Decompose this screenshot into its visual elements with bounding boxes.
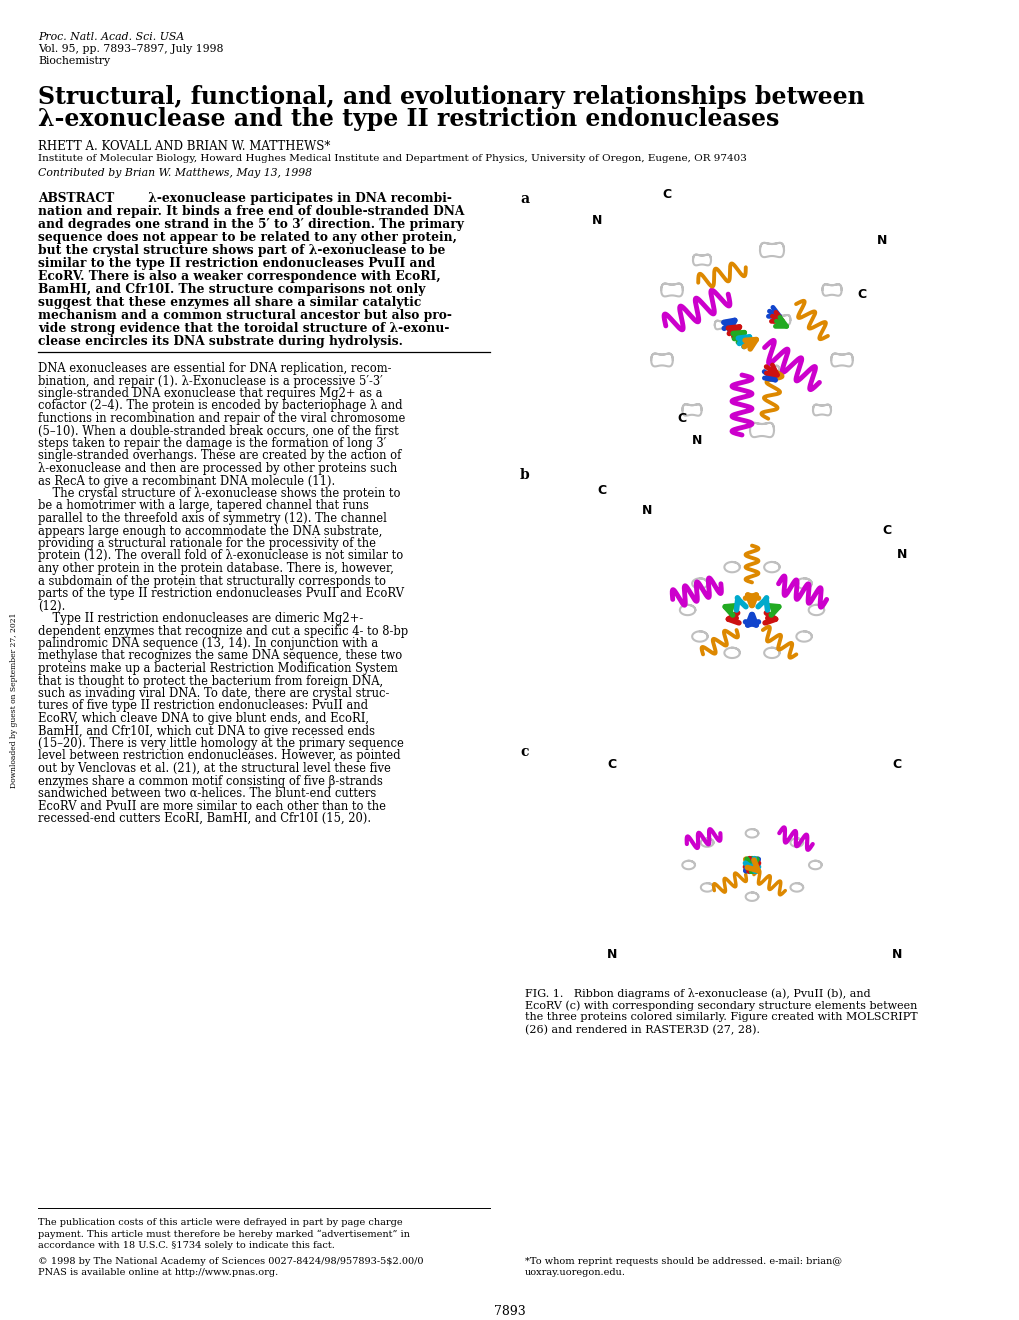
Text: DNA exonucleases are essential for DNA replication, recom-: DNA exonucleases are essential for DNA r… <box>38 362 391 375</box>
Text: that is thought to protect the bacterium from foreign DNA,: that is thought to protect the bacterium… <box>38 675 383 688</box>
Text: © 1998 by The National Academy of Sciences 0027-8424/98/957893-5$2.00/0: © 1998 by The National Academy of Scienc… <box>38 1257 423 1266</box>
Text: cofactor (2–4). The protein is encoded by bacteriophage λ and: cofactor (2–4). The protein is encoded b… <box>38 400 403 412</box>
Text: The publication costs of this article were defrayed in part by page charge: The publication costs of this article we… <box>38 1218 403 1228</box>
Text: Contributed by Brian W. Matthews, May 13, 1998: Contributed by Brian W. Matthews, May 13… <box>38 168 312 178</box>
Text: level between restriction endonucleases. However, as pointed: level between restriction endonucleases.… <box>38 750 400 763</box>
Text: C: C <box>881 524 891 536</box>
Text: nation and repair. It binds a free end of double-stranded DNA: nation and repair. It binds a free end o… <box>38 205 464 218</box>
Text: proteins make up a bacterial Restriction Modification System: proteins make up a bacterial Restriction… <box>38 663 397 675</box>
Text: functions in recombination and repair of the viral chromosome: functions in recombination and repair of… <box>38 412 405 425</box>
Text: parts of the type II restriction endonucleases PvuII and EcoRV: parts of the type II restriction endonuc… <box>38 587 404 601</box>
Text: EcoRV. There is also a weaker correspondence with EcoRI,: EcoRV. There is also a weaker correspond… <box>38 271 440 282</box>
Text: C: C <box>677 412 686 425</box>
Text: vide strong evidence that the toroidal structure of λ-exonu-: vide strong evidence that the toroidal s… <box>38 322 449 335</box>
Text: (12).: (12). <box>38 599 65 612</box>
Text: steps taken to repair the damage is the formation of long 3′: steps taken to repair the damage is the … <box>38 437 386 450</box>
Text: ABSTRACT        λ-exonuclease participates in DNA recombi-: ABSTRACT λ-exonuclease participates in D… <box>38 191 451 205</box>
Text: Biochemistry: Biochemistry <box>38 55 110 66</box>
Text: C: C <box>607 759 615 771</box>
Text: a: a <box>520 191 529 206</box>
Text: similar to the type II restriction endonucleases PvuII and: similar to the type II restriction endon… <box>38 257 435 271</box>
Text: recessed-end cutters EcoRI, BamHI, and Cfr10I (15, 20).: recessed-end cutters EcoRI, BamHI, and C… <box>38 812 371 825</box>
Text: mechanism and a common structural ancestor but also pro-: mechanism and a common structural ancest… <box>38 309 451 322</box>
Text: such as invading viral DNA. To date, there are crystal struc-: such as invading viral DNA. To date, the… <box>38 686 389 700</box>
Text: enzymes share a common motif consisting of five β-strands: enzymes share a common motif consisting … <box>38 775 382 788</box>
Text: dependent enzymes that recognize and cut a specific 4- to 8-bp: dependent enzymes that recognize and cut… <box>38 624 408 638</box>
Text: c: c <box>520 744 528 759</box>
Text: The crystal structure of λ-exonuclease shows the protein to: The crystal structure of λ-exonuclease s… <box>38 487 400 500</box>
Text: uoxray.uoregon.edu.: uoxray.uoregon.edu. <box>525 1269 626 1276</box>
Text: 7893: 7893 <box>493 1305 526 1317</box>
Text: parallel to the threefold axis of symmetry (12). The channel: parallel to the threefold axis of symmet… <box>38 512 386 525</box>
Text: tures of five type II restriction endonucleases: PvuII and: tures of five type II restriction endonu… <box>38 700 368 713</box>
Text: EcoRV and PvuII are more similar to each other than to the: EcoRV and PvuII are more similar to each… <box>38 800 385 813</box>
Text: be a homotrimer with a large, tapered channel that runs: be a homotrimer with a large, tapered ch… <box>38 499 369 512</box>
Text: any other protein in the protein database. There is, however,: any other protein in the protein databas… <box>38 562 393 576</box>
Text: λ-exonuclease and the type II restriction endonucleases: λ-exonuclease and the type II restrictio… <box>38 107 779 131</box>
Text: (26) and rendered in RASTER3D (27, 28).: (26) and rendered in RASTER3D (27, 28). <box>525 1024 759 1035</box>
Text: N: N <box>896 549 906 561</box>
Text: suggest that these enzymes all share a similar catalytic: suggest that these enzymes all share a s… <box>38 296 421 309</box>
Text: bination, and repair (1). λ-Exonuclease is a processive 5′-3′: bination, and repair (1). λ-Exonuclease … <box>38 375 382 388</box>
Text: Vol. 95, pp. 7893–7897, July 1998: Vol. 95, pp. 7893–7897, July 1998 <box>38 44 223 54</box>
Text: a subdomain of the protein that structurally corresponds to: a subdomain of the protein that structur… <box>38 574 385 587</box>
Text: sequence does not appear to be related to any other protein,: sequence does not appear to be related t… <box>38 231 457 244</box>
Text: payment. This article must therefore be hereby marked “advertisement” in: payment. This article must therefore be … <box>38 1229 410 1239</box>
Text: C: C <box>597 483 606 496</box>
Text: N: N <box>891 949 901 961</box>
Text: single-stranded DNA exonuclease that requires Mg2+ as a: single-stranded DNA exonuclease that req… <box>38 387 382 400</box>
Text: the three proteins colored similarly. Figure created with MOLSCRIPT: the three proteins colored similarly. Fi… <box>525 1012 917 1023</box>
Text: C: C <box>892 759 901 771</box>
Text: N: N <box>691 433 701 446</box>
Text: appears large enough to accommodate the DNA substrate,: appears large enough to accommodate the … <box>38 524 382 537</box>
Text: EcoRV (c) with corresponding secondary structure elements between: EcoRV (c) with corresponding secondary s… <box>525 1001 916 1011</box>
Text: out by Venclovas et al. (21), at the structural level these five: out by Venclovas et al. (21), at the str… <box>38 762 390 775</box>
Text: N: N <box>606 949 616 961</box>
Text: N: N <box>641 503 651 516</box>
Text: λ-exonuclease and then are processed by other proteins such: λ-exonuclease and then are processed by … <box>38 462 396 475</box>
Text: Proc. Natl. Acad. Sci. USA: Proc. Natl. Acad. Sci. USA <box>38 32 184 42</box>
Text: single-stranded overhangs. These are created by the action of: single-stranded overhangs. These are cre… <box>38 450 401 462</box>
Text: BamHI, and Cfr10I, which cut DNA to give recessed ends: BamHI, and Cfr10I, which cut DNA to give… <box>38 725 375 738</box>
Text: (15–20). There is very little homology at the primary sequence: (15–20). There is very little homology a… <box>38 737 404 750</box>
Text: *To whom reprint requests should be addressed. e-mail: brian@: *To whom reprint requests should be addr… <box>525 1257 842 1266</box>
Text: N: N <box>591 214 601 227</box>
Text: C: C <box>661 189 671 202</box>
Text: clease encircles its DNA substrate during hydrolysis.: clease encircles its DNA substrate durin… <box>38 335 403 348</box>
Text: EcoRV, which cleave DNA to give blunt ends, and EcoRI,: EcoRV, which cleave DNA to give blunt en… <box>38 711 369 725</box>
Text: Downloaded by guest on September 27, 2021: Downloaded by guest on September 27, 202… <box>10 612 18 788</box>
Text: accordance with 18 U.S.C. §1734 solely to indicate this fact.: accordance with 18 U.S.C. §1734 solely t… <box>38 1241 334 1250</box>
Text: C: C <box>857 289 866 301</box>
Text: Institute of Molecular Biology, Howard Hughes Medical Institute and Department o: Institute of Molecular Biology, Howard H… <box>38 154 746 162</box>
Text: and degrades one strand in the 5′ to 3′ direction. The primary: and degrades one strand in the 5′ to 3′ … <box>38 218 464 231</box>
Text: N: N <box>876 234 887 247</box>
Text: b: b <box>520 469 529 482</box>
Text: (5–10). When a double-stranded break occurs, one of the first: (5–10). When a double-stranded break occ… <box>38 425 398 437</box>
Text: Structural, functional, and evolutionary relationships between: Structural, functional, and evolutionary… <box>38 84 864 110</box>
Text: BamHI, and Cfr10I. The structure comparisons not only: BamHI, and Cfr10I. The structure compari… <box>38 282 425 296</box>
Text: providing a structural rationale for the processivity of the: providing a structural rationale for the… <box>38 537 376 550</box>
Text: palindromic DNA sequence (13, 14). In conjunction with a: palindromic DNA sequence (13, 14). In co… <box>38 638 378 649</box>
Text: methylase that recognizes the same DNA sequence, these two: methylase that recognizes the same DNA s… <box>38 649 401 663</box>
Text: FIG. 1.   Ribbon diagrams of λ-exonuclease (a), PvuII (b), and: FIG. 1. Ribbon diagrams of λ-exonuclease… <box>525 987 870 999</box>
Text: protein (12). The overall fold of λ-exonuclease is not similar to: protein (12). The overall fold of λ-exon… <box>38 549 403 562</box>
Text: sandwiched between two α-helices. The blunt-end cutters: sandwiched between two α-helices. The bl… <box>38 787 376 800</box>
Text: as RecA to give a recombinant DNA molecule (11).: as RecA to give a recombinant DNA molecu… <box>38 474 335 487</box>
Text: PNAS is available online at http://www.pnas.org.: PNAS is available online at http://www.p… <box>38 1269 278 1276</box>
Text: Type II restriction endonucleases are dimeric Mg2+-: Type II restriction endonucleases are di… <box>38 612 363 624</box>
Text: RHETT A. KOVALL AND BRIAN W. MATTHEWS*: RHETT A. KOVALL AND BRIAN W. MATTHEWS* <box>38 140 330 153</box>
Text: but the crystal structure shows part of λ-exonuclease to be: but the crystal structure shows part of … <box>38 244 445 257</box>
